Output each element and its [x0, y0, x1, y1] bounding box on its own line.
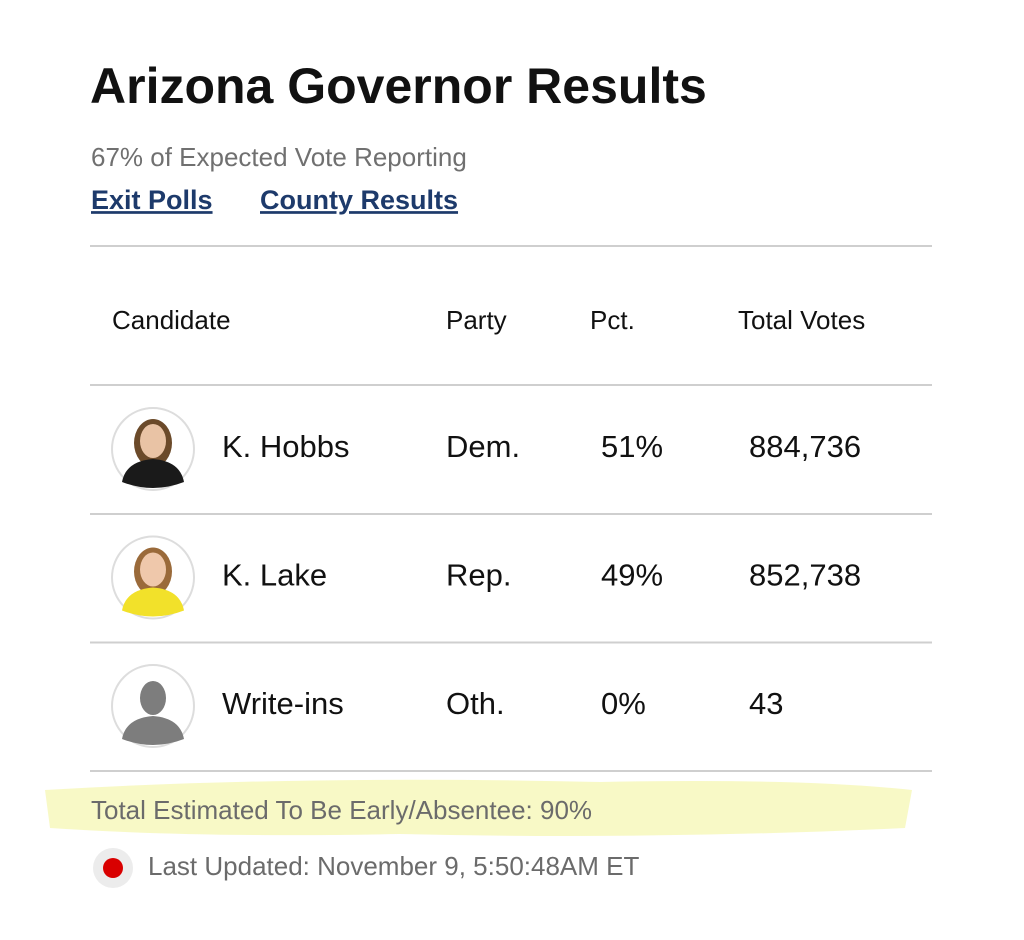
highlight — [45, 779, 912, 836]
total-votes: 43 — [749, 686, 783, 721]
exit-polls-link[interactable]: Exit Polls — [91, 185, 213, 215]
column-header: Pct. — [590, 305, 635, 335]
party: Dem. — [446, 429, 520, 464]
avatar-head — [140, 552, 166, 587]
percent: 0% — [601, 686, 646, 721]
live-indicator — [103, 858, 123, 878]
table-body: K. Hobbs Dem. 51% 884,736 K. Lake Rep. 49% 852,… — [90, 407, 932, 772]
page-title: Arizona Governor Results — [90, 58, 707, 114]
early-vote-note: Total Estimated To Be Early/Absentee: 90… — [91, 795, 592, 825]
avatar-body — [122, 587, 184, 617]
candidate-avatar — [111, 407, 195, 491]
column-header: Party — [446, 305, 507, 335]
candidate-name: K. Lake — [222, 558, 327, 593]
party: Oth. — [446, 686, 505, 721]
total-votes: 852,738 — [749, 558, 861, 593]
last-updated: Last Updated: November 9, 5:50:48AM ET — [148, 851, 639, 881]
reporting-status: 67% of Expected Vote Reporting — [91, 142, 467, 172]
column-header: Total Votes — [738, 305, 865, 335]
total-votes: 884,736 — [749, 429, 861, 464]
avatar-body — [122, 459, 184, 488]
county-results-link[interactable]: County Results — [260, 185, 458, 215]
candidate-avatar — [111, 535, 195, 620]
avatar-head — [140, 681, 166, 715]
avatar-head — [140, 424, 166, 458]
candidate-name: K. Hobbs — [222, 429, 350, 464]
party: Rep. — [446, 558, 511, 593]
column-header: Candidate — [112, 305, 231, 335]
candidate-name: Write-ins — [222, 686, 344, 721]
avatar-body — [122, 716, 184, 745]
percent: 51% — [601, 429, 663, 464]
percent: 49% — [601, 558, 663, 593]
candidate-avatar — [111, 664, 195, 748]
